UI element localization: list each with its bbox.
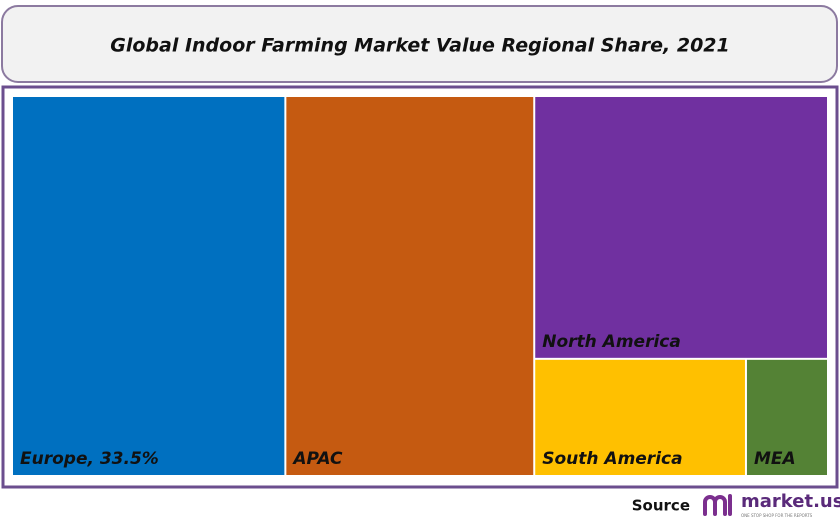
tile [746, 359, 827, 475]
tile [13, 97, 285, 475]
logo: market.us ONE STOP SHOP FOR THE REPORTS [703, 491, 840, 518]
tile-label: MEA [754, 449, 796, 469]
tagline: ONE STOP SHOP FOR THE REPORTS [741, 513, 813, 518]
source-label: Source [632, 497, 690, 515]
tile-label: Europe, 33.5% [20, 449, 159, 469]
tile-label: South America [542, 449, 682, 469]
tile [286, 97, 534, 475]
treemap: Europe, 33.5% APAC North America South Amer… [13, 97, 827, 475]
brand: market.us [741, 491, 840, 512]
tile [535, 359, 745, 475]
chart-title: Global Indoor Farming Market Value Regio… [110, 35, 730, 57]
title-box [1, 5, 838, 83]
tile [535, 97, 827, 358]
logo-icon [703, 494, 732, 516]
tile-label: North America [542, 332, 681, 352]
tile-label: APAC [291, 449, 343, 469]
